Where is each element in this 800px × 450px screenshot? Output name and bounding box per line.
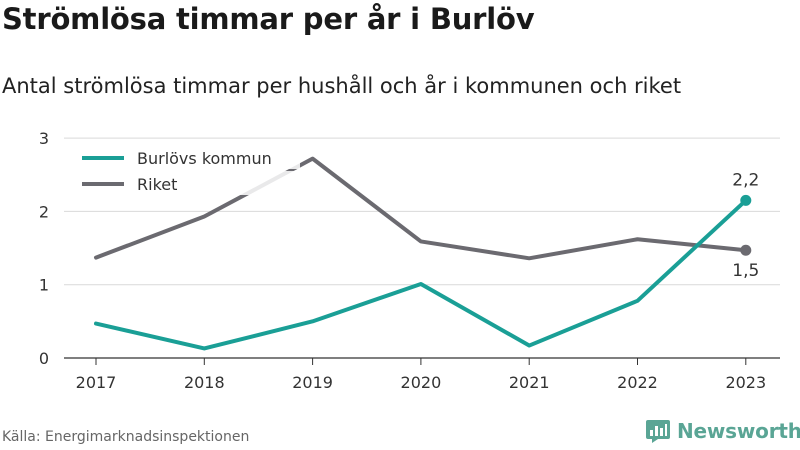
series-line-burlov — [94, 198, 748, 351]
chart-title: Strömlösa timmar per år i Burlöv — [2, 2, 535, 36]
brand-logo: Newsworthy — [645, 418, 800, 444]
x-tick-label: 2019 — [292, 373, 333, 392]
x-tick-label: 2023 — [725, 373, 766, 392]
x-tick-label: 2017 — [76, 373, 117, 392]
source-note: Källa: Energimarknadsinspektionen — [2, 429, 250, 445]
end-label-riket: 1,5 — [732, 261, 759, 281]
legend-label-riket: Riket — [137, 175, 177, 194]
y-tick-label: 0 — [39, 349, 49, 368]
x-tick-label: 2020 — [401, 373, 442, 392]
x-tick-label: 2022 — [617, 373, 658, 392]
end-point-burlov — [740, 194, 752, 206]
newsworthy-icon — [646, 420, 670, 443]
x-tick-label: 2018 — [184, 373, 225, 392]
y-tick-label: 3 — [39, 129, 49, 148]
x-tick-label: 2021 — [509, 373, 550, 392]
series-line-riket — [94, 156, 748, 261]
brand-name: Newsworthy — [677, 419, 800, 443]
end-label-burlov: 2,2 — [732, 170, 759, 190]
y-tick-label: 1 — [39, 276, 49, 295]
legend-label-burlov: Burlövs kommun — [137, 149, 272, 168]
chart-subtitle: Antal strömlösa timmar per hushåll och å… — [2, 74, 682, 98]
end-point-riket — [740, 244, 752, 256]
y-tick-label: 2 — [39, 202, 49, 221]
